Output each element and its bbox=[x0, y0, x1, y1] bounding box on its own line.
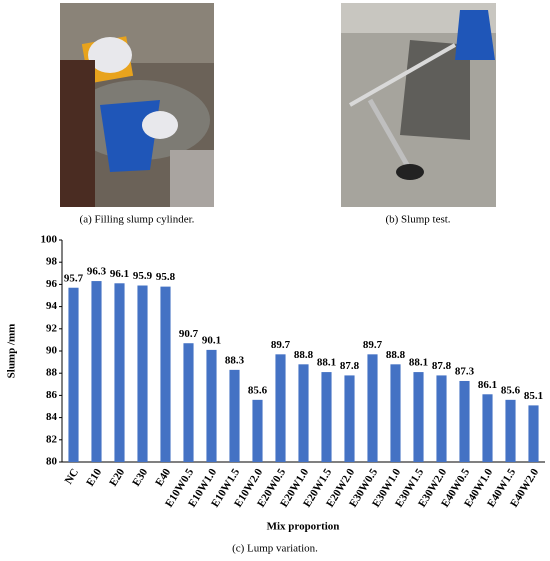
y-tick-label: 84 bbox=[46, 411, 58, 423]
data-label: 88.1 bbox=[409, 357, 428, 369]
x-tick-label: E10 bbox=[84, 466, 104, 488]
bar bbox=[459, 380, 470, 462]
y-tick-label: 96 bbox=[46, 278, 58, 290]
bar bbox=[321, 372, 332, 462]
bar bbox=[390, 364, 401, 462]
data-label: 85.6 bbox=[248, 384, 268, 396]
data-label: 88.8 bbox=[294, 349, 314, 361]
bar bbox=[505, 399, 516, 462]
bar bbox=[367, 354, 378, 462]
x-axis-title: Mix proportion bbox=[267, 521, 340, 533]
y-tick-label: 92 bbox=[46, 322, 58, 334]
bar bbox=[68, 287, 79, 462]
bar bbox=[252, 399, 263, 462]
photo-a bbox=[60, 3, 214, 207]
y-axis-title: Slump /mm bbox=[6, 324, 18, 379]
bar bbox=[183, 343, 194, 462]
data-label: 87.3 bbox=[455, 366, 475, 378]
y-tick-label: 88 bbox=[46, 367, 58, 379]
data-label: 96.1 bbox=[110, 268, 129, 280]
data-label: 89.7 bbox=[363, 339, 383, 351]
bar bbox=[206, 349, 217, 462]
y-tick-label: 80 bbox=[46, 456, 58, 468]
x-tick-label: E20 bbox=[107, 466, 127, 488]
data-label: 95.7 bbox=[64, 272, 84, 284]
x-tick-label: NC bbox=[63, 467, 82, 487]
bar bbox=[344, 375, 355, 462]
data-label: 88.8 bbox=[386, 349, 406, 361]
y-tick-label: 100 bbox=[41, 234, 58, 246]
bar bbox=[91, 281, 102, 462]
x-tick-label: E40 bbox=[153, 466, 173, 488]
data-label: 85.1 bbox=[524, 390, 543, 402]
data-label: 87.8 bbox=[340, 360, 360, 372]
bar bbox=[229, 369, 240, 462]
photo-b bbox=[341, 3, 496, 207]
data-label: 85.6 bbox=[501, 384, 521, 396]
data-label: 96.3 bbox=[87, 266, 107, 278]
caption-b: (b) Slump test. bbox=[385, 214, 450, 226]
y-tick-label: 98 bbox=[46, 256, 58, 268]
bar bbox=[436, 375, 447, 462]
y-tick-label: 86 bbox=[46, 389, 58, 401]
data-label: 95.9 bbox=[133, 270, 153, 282]
data-label: 88.3 bbox=[225, 354, 245, 366]
bar bbox=[137, 285, 148, 462]
data-label: 88.1 bbox=[317, 357, 336, 369]
data-label: 95.8 bbox=[156, 271, 176, 283]
bar bbox=[482, 394, 493, 462]
data-label: 87.8 bbox=[432, 360, 452, 372]
bar bbox=[275, 354, 286, 462]
y-tick-label: 90 bbox=[46, 345, 58, 357]
chart-caption: (c) Lump variation. bbox=[232, 543, 318, 555]
bar bbox=[114, 283, 125, 462]
bar bbox=[160, 286, 171, 462]
y-tick-label: 94 bbox=[46, 300, 58, 312]
data-label: 86.1 bbox=[478, 379, 497, 391]
data-label: 89.7 bbox=[271, 339, 291, 351]
bar bbox=[413, 372, 424, 462]
data-label: 90.1 bbox=[202, 334, 221, 346]
y-tick-label: 82 bbox=[46, 433, 58, 445]
x-tick-label: E30 bbox=[130, 466, 150, 488]
bar bbox=[298, 364, 309, 462]
bar bbox=[528, 405, 539, 462]
data-label: 90.7 bbox=[179, 328, 199, 340]
caption-a: (a) Filling slump cylinder. bbox=[80, 214, 195, 226]
